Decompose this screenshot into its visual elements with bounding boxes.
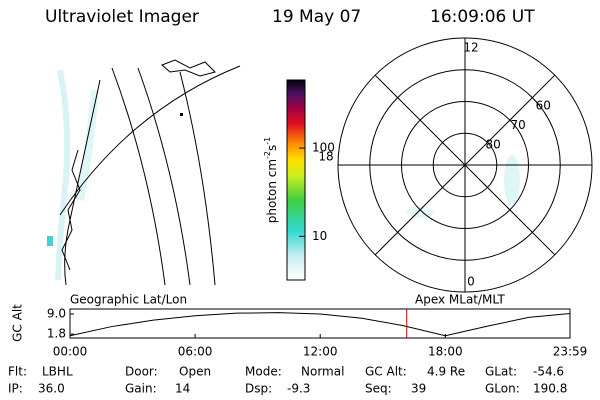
lat-label: 70 — [511, 118, 526, 132]
geo-map — [47, 59, 241, 286]
altitude-line — [69, 312, 571, 337]
polar-spoke — [374, 74, 556, 256]
info-value: 14 — [175, 382, 190, 396]
info-label: Door: — [125, 365, 158, 379]
aurora — [406, 155, 520, 218]
time: 16:09:06 UT — [430, 7, 535, 27]
info-value: LBHL — [42, 365, 73, 379]
plot-frame — [69, 308, 571, 339]
info-label: Flt: — [8, 365, 27, 379]
info-value: Open — [179, 365, 211, 379]
y-tick-label: 1.8 — [47, 327, 66, 341]
mlt-label: 0 — [467, 275, 475, 289]
colorbar — [286, 79, 306, 281]
title: Ultraviolet Imager — [45, 7, 199, 27]
x-tick-label: 23:59 — [553, 345, 588, 359]
info-value: Normal — [301, 365, 344, 379]
x-tick-label: 18:00 — [428, 345, 463, 359]
info-label: GLon: — [485, 382, 520, 396]
x-tick-label: 12:00 — [303, 345, 338, 359]
y-axis-label: GC Alt — [11, 304, 25, 342]
lat-label: 80 — [486, 137, 501, 151]
colorbar-label: photon cm-2s-1 — [263, 137, 279, 224]
info-label: GLat: — [485, 365, 517, 379]
info-label: IP: — [8, 382, 23, 396]
lat-ring — [369, 69, 561, 261]
info-label: Seq: — [365, 382, 392, 396]
y-tick-label: 9.0 — [47, 307, 66, 321]
info-label: Mode: — [245, 365, 282, 379]
info-value: -9.3 — [287, 382, 310, 396]
info-value: 36.0 — [38, 382, 65, 396]
x-tick-label: 06:00 — [178, 345, 213, 359]
info-value: 4.9 Re — [427, 365, 465, 379]
colorbar-tick-label: 100 — [312, 141, 335, 155]
lat-ring — [401, 101, 529, 229]
mlt-label: 18 — [318, 150, 333, 164]
x-tick-label: 00:00 — [53, 345, 88, 359]
info-value: 190.8 — [533, 382, 567, 396]
info-label: Dsp: — [245, 382, 272, 396]
info-value: -54.6 — [533, 365, 564, 379]
map-label: Geographic Lat/Lon — [70, 293, 187, 307]
info-label: Gain: — [125, 382, 157, 396]
map-label: Apex MLat/MLT — [415, 293, 505, 307]
mlt-label: 12 — [463, 41, 478, 55]
info-label: GC Alt: — [365, 365, 407, 379]
lat-ring — [432, 132, 498, 198]
lat-label: 60 — [536, 98, 551, 112]
date: 19 May 07 — [272, 7, 361, 27]
colorbar-tick-label: 10 — [312, 229, 327, 243]
info-value: 39 — [411, 382, 426, 396]
